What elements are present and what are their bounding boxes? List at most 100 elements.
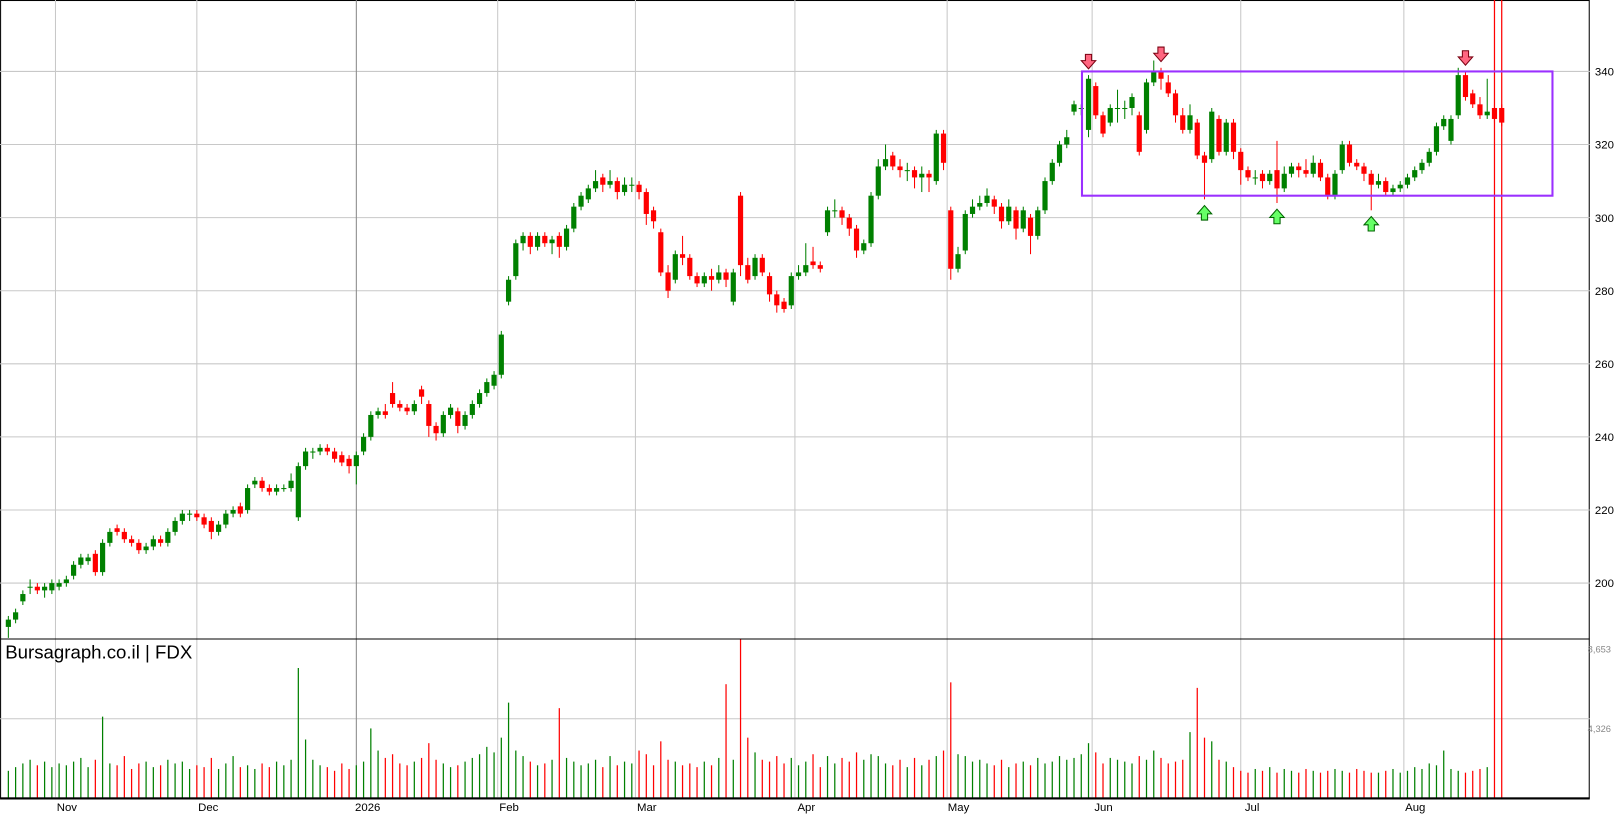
candle-body — [1332, 173, 1338, 196]
candle-body — [694, 276, 700, 284]
candle-body — [252, 480, 258, 485]
candle-body — [687, 257, 693, 277]
candle-body — [752, 257, 758, 277]
x-tick-label: Mar — [637, 802, 657, 814]
candle-body — [1484, 111, 1490, 116]
candle-body — [382, 411, 388, 415]
candle-body — [404, 407, 410, 412]
candle-body — [882, 159, 889, 167]
candle-body — [397, 403, 403, 408]
candle-body — [1390, 188, 1396, 193]
candle-body — [1194, 122, 1200, 156]
candle-body — [977, 203, 983, 207]
candle-body — [20, 594, 26, 602]
candle-body — [433, 425, 439, 434]
x-tick-label: May — [948, 802, 970, 814]
candle-body — [1006, 206, 1012, 222]
candle-body — [491, 374, 497, 386]
candle-body — [1093, 86, 1099, 116]
candle-body — [1477, 104, 1483, 116]
candle-body — [853, 228, 860, 251]
candle-body — [1201, 155, 1208, 163]
peak-arrow — [1080, 53, 1097, 70]
candle-body — [998, 206, 1005, 222]
candle-body — [766, 276, 773, 295]
candle-body — [1056, 144, 1063, 163]
candle-body — [1143, 82, 1150, 130]
candle-body — [861, 243, 867, 251]
candle-body — [1470, 93, 1476, 105]
candle-body — [1419, 162, 1425, 171]
candle-body — [926, 173, 932, 178]
candle-body — [1180, 115, 1186, 130]
candle-body — [1216, 118, 1222, 152]
marks — [5, 0, 1554, 799]
candle-body — [295, 466, 301, 518]
candle-body — [455, 411, 461, 426]
candle-body — [803, 265, 809, 273]
candle-body — [484, 382, 490, 394]
candle-body — [1448, 118, 1454, 141]
watermark: Bursagraph.co.il | FDX — [5, 642, 193, 663]
candle-body — [984, 195, 990, 204]
candle-body — [1375, 181, 1382, 185]
candle-body — [600, 177, 606, 185]
candle-body — [34, 586, 40, 591]
candle-body — [1259, 173, 1266, 182]
x-tick-label: Apr — [797, 802, 815, 814]
candle-body — [1426, 151, 1432, 163]
candle-body — [208, 520, 214, 532]
candle-body — [129, 539, 135, 543]
candle-body — [42, 586, 48, 591]
candle-body — [701, 276, 707, 284]
candle-body — [56, 583, 62, 587]
candle-body — [223, 513, 229, 525]
candle-body — [13, 612, 19, 620]
candle-body — [1158, 71, 1164, 79]
candle-body — [1361, 166, 1367, 174]
candle-body — [556, 235, 562, 247]
candle-body — [919, 173, 925, 178]
candle-body — [795, 272, 802, 277]
candle-body — [571, 206, 577, 229]
candle-body — [1354, 162, 1360, 167]
candle-body — [607, 181, 613, 185]
candle-body — [723, 272, 729, 280]
candle-body — [150, 539, 156, 547]
candle-body — [563, 228, 570, 247]
candle-body — [339, 455, 345, 463]
candle-body — [824, 210, 831, 233]
candle-body — [187, 513, 193, 515]
candle-body — [1223, 122, 1229, 152]
candle-body — [614, 181, 620, 193]
candle-body — [643, 192, 649, 214]
candle-body — [353, 455, 359, 467]
candle-body — [143, 546, 149, 551]
candle-body — [346, 458, 352, 467]
candle-body — [962, 213, 968, 251]
candle-body — [1035, 210, 1041, 236]
candle-body — [665, 272, 671, 291]
candle-body — [201, 517, 207, 525]
trough-arrow — [1268, 208, 1286, 225]
candle-body — [92, 553, 98, 573]
candle-body — [1122, 107, 1128, 110]
candle-body — [389, 393, 396, 404]
y-tick-label: 240 — [1595, 432, 1614, 444]
candle-body — [1455, 75, 1461, 116]
candle-body — [1433, 126, 1440, 152]
candle-body — [1136, 115, 1142, 152]
candle-body — [534, 235, 541, 247]
candle-body — [317, 447, 323, 452]
candle-body — [266, 488, 272, 492]
candle-body — [215, 524, 222, 532]
candle-body — [78, 557, 84, 565]
candle-body — [1238, 151, 1244, 171]
candle-body — [172, 520, 178, 532]
candle-body — [1404, 177, 1411, 185]
candle-body — [933, 133, 939, 182]
candle-body — [1049, 162, 1055, 182]
candle-body — [85, 557, 91, 562]
x-tick-label: Aug — [1405, 802, 1425, 814]
